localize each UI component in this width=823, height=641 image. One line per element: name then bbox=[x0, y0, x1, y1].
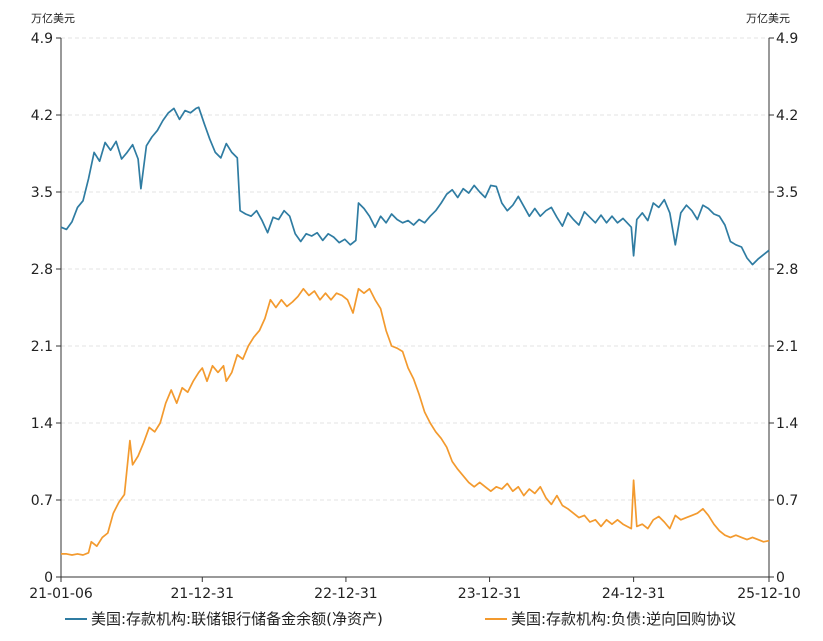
right-tick-label: 3.5 bbox=[776, 185, 798, 201]
right-tick-label: 0 bbox=[776, 570, 785, 586]
x-tick-label: 24-12-31 bbox=[602, 586, 666, 602]
right-tick-label: 4.9 bbox=[776, 31, 798, 47]
series-layer bbox=[60, 106, 770, 556]
right-tick-label: 1.4 bbox=[776, 416, 798, 432]
left-axis-unit: 万亿美元 bbox=[31, 12, 75, 25]
series-line-1 bbox=[60, 106, 770, 266]
right-tick-label: 0.7 bbox=[776, 493, 798, 509]
x-tick-label: 21-12-31 bbox=[171, 586, 235, 602]
left-tick-label: 0.7 bbox=[31, 493, 53, 509]
legend: 美国:存款机构:联储银行储备金余额(净资产) 美国:存款机构:负债:逆向回购协议 bbox=[65, 610, 736, 628]
x-tick-label: 25-12-10 bbox=[737, 586, 801, 602]
left-tick-label: 4.2 bbox=[31, 108, 53, 124]
right-tick-label: 2.8 bbox=[776, 262, 798, 278]
left-tick-label: 2.8 bbox=[31, 262, 53, 278]
axes: 0 0 0.7 0.7 1.4 1.4 2.1 2.1 2.8 2.8 3.5 3.5 4.2 4.2 4.… bbox=[29, 31, 801, 602]
legend-label-1: 美国:存款机构:联储银行储备金余额(净资产) bbox=[91, 610, 383, 628]
left-tick-label: 1.4 bbox=[31, 416, 53, 432]
left-tick-label: 0 bbox=[44, 570, 53, 586]
left-tick-label: 4.9 bbox=[31, 31, 53, 47]
x-tick-label: 22-12-31 bbox=[314, 586, 378, 602]
left-tick-label: 2.1 bbox=[31, 339, 53, 355]
right-tick-label: 2.1 bbox=[776, 339, 798, 355]
left-tick-label: 3.5 bbox=[31, 185, 53, 201]
legend-label-2: 美国:存款机构:负债:逆向回购协议 bbox=[511, 610, 736, 628]
gridlines bbox=[61, 37, 769, 501]
x-tick-label: 23-12-31 bbox=[458, 586, 522, 602]
right-axis-unit: 万亿美元 bbox=[746, 12, 790, 25]
x-tick-label: 21-01-06 bbox=[29, 586, 93, 602]
series-line-2 bbox=[61, 287, 770, 556]
right-tick-label: 4.2 bbox=[776, 108, 798, 124]
